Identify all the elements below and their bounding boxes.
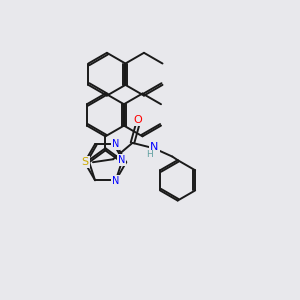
Text: H: H	[146, 150, 153, 159]
Text: N: N	[118, 155, 125, 165]
Text: O: O	[134, 115, 142, 125]
Text: N: N	[150, 142, 159, 152]
Text: S: S	[82, 157, 89, 167]
Text: N: N	[112, 176, 119, 186]
Text: N: N	[112, 139, 119, 149]
